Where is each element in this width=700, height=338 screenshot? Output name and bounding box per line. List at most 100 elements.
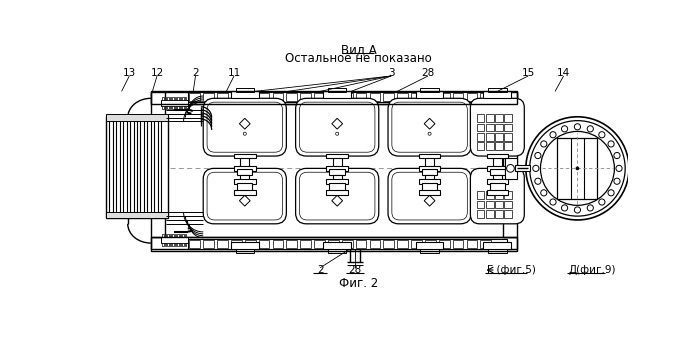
- Circle shape: [540, 190, 547, 196]
- Bar: [323, 91, 351, 98]
- Bar: [486, 179, 508, 184]
- Text: 11: 11: [228, 68, 241, 78]
- Bar: [175, 243, 176, 246]
- Bar: [425, 154, 434, 170]
- Bar: [234, 179, 256, 184]
- Bar: [300, 240, 311, 248]
- Bar: [356, 93, 367, 101]
- Text: Вид А: Вид А: [341, 43, 377, 56]
- Bar: [175, 97, 176, 100]
- FancyBboxPatch shape: [300, 102, 375, 152]
- FancyBboxPatch shape: [203, 168, 286, 224]
- Bar: [477, 115, 484, 122]
- Bar: [177, 234, 178, 237]
- Bar: [326, 166, 348, 171]
- Bar: [328, 240, 339, 248]
- Bar: [234, 190, 256, 195]
- Bar: [398, 93, 408, 101]
- Bar: [272, 240, 284, 248]
- Bar: [182, 106, 183, 109]
- Circle shape: [598, 132, 605, 138]
- Bar: [328, 249, 346, 253]
- Text: 13: 13: [122, 68, 136, 78]
- Bar: [151, 237, 517, 251]
- Circle shape: [614, 152, 620, 159]
- Bar: [488, 249, 507, 253]
- Bar: [217, 93, 228, 101]
- Bar: [182, 97, 183, 100]
- Bar: [240, 154, 249, 170]
- Bar: [237, 169, 253, 175]
- Bar: [314, 240, 325, 248]
- Bar: [332, 154, 342, 170]
- Bar: [486, 154, 508, 159]
- Circle shape: [540, 131, 615, 206]
- Bar: [175, 234, 176, 237]
- Circle shape: [576, 167, 579, 170]
- Bar: [151, 91, 517, 104]
- Bar: [495, 210, 503, 218]
- Circle shape: [608, 141, 614, 147]
- Bar: [177, 97, 178, 100]
- Bar: [342, 93, 353, 101]
- Bar: [503, 92, 517, 237]
- Bar: [172, 243, 174, 246]
- Circle shape: [587, 205, 594, 211]
- Circle shape: [428, 132, 431, 135]
- Bar: [167, 234, 169, 237]
- Bar: [453, 93, 463, 101]
- Circle shape: [535, 178, 541, 184]
- Bar: [477, 133, 484, 141]
- Bar: [486, 115, 493, 122]
- Bar: [477, 201, 484, 209]
- Bar: [185, 234, 186, 237]
- Bar: [425, 240, 435, 248]
- Text: Д(фиг.9): Д(фиг.9): [568, 265, 616, 275]
- Circle shape: [614, 178, 620, 184]
- Bar: [165, 106, 167, 109]
- Circle shape: [561, 126, 568, 132]
- Bar: [495, 201, 503, 209]
- Circle shape: [550, 199, 556, 205]
- Bar: [486, 210, 493, 218]
- Bar: [326, 179, 348, 184]
- Bar: [188, 239, 507, 249]
- Bar: [326, 154, 348, 159]
- Bar: [286, 240, 297, 248]
- Text: 12: 12: [150, 68, 164, 78]
- Bar: [330, 169, 345, 175]
- Text: 2: 2: [317, 265, 323, 275]
- Bar: [495, 124, 503, 131]
- FancyBboxPatch shape: [470, 98, 524, 156]
- Bar: [505, 158, 517, 179]
- Bar: [231, 93, 241, 101]
- Bar: [480, 240, 491, 248]
- Bar: [495, 133, 503, 141]
- Bar: [203, 93, 214, 101]
- Bar: [488, 88, 507, 92]
- Bar: [167, 243, 169, 246]
- Bar: [234, 154, 256, 159]
- FancyBboxPatch shape: [207, 172, 283, 220]
- Bar: [172, 106, 174, 109]
- Bar: [495, 192, 503, 199]
- Polygon shape: [239, 118, 250, 129]
- Bar: [237, 183, 253, 191]
- Bar: [167, 97, 169, 100]
- Circle shape: [530, 121, 625, 216]
- Bar: [480, 93, 491, 101]
- Text: 15: 15: [522, 68, 535, 78]
- Text: 2: 2: [193, 68, 199, 78]
- Bar: [486, 192, 493, 199]
- Bar: [162, 234, 164, 237]
- Bar: [272, 93, 284, 101]
- Circle shape: [608, 190, 614, 196]
- Bar: [504, 201, 512, 209]
- Bar: [416, 242, 444, 249]
- Bar: [189, 93, 200, 101]
- Bar: [180, 243, 181, 246]
- Bar: [170, 243, 172, 246]
- Bar: [165, 234, 167, 237]
- Bar: [106, 116, 168, 218]
- Bar: [490, 183, 505, 191]
